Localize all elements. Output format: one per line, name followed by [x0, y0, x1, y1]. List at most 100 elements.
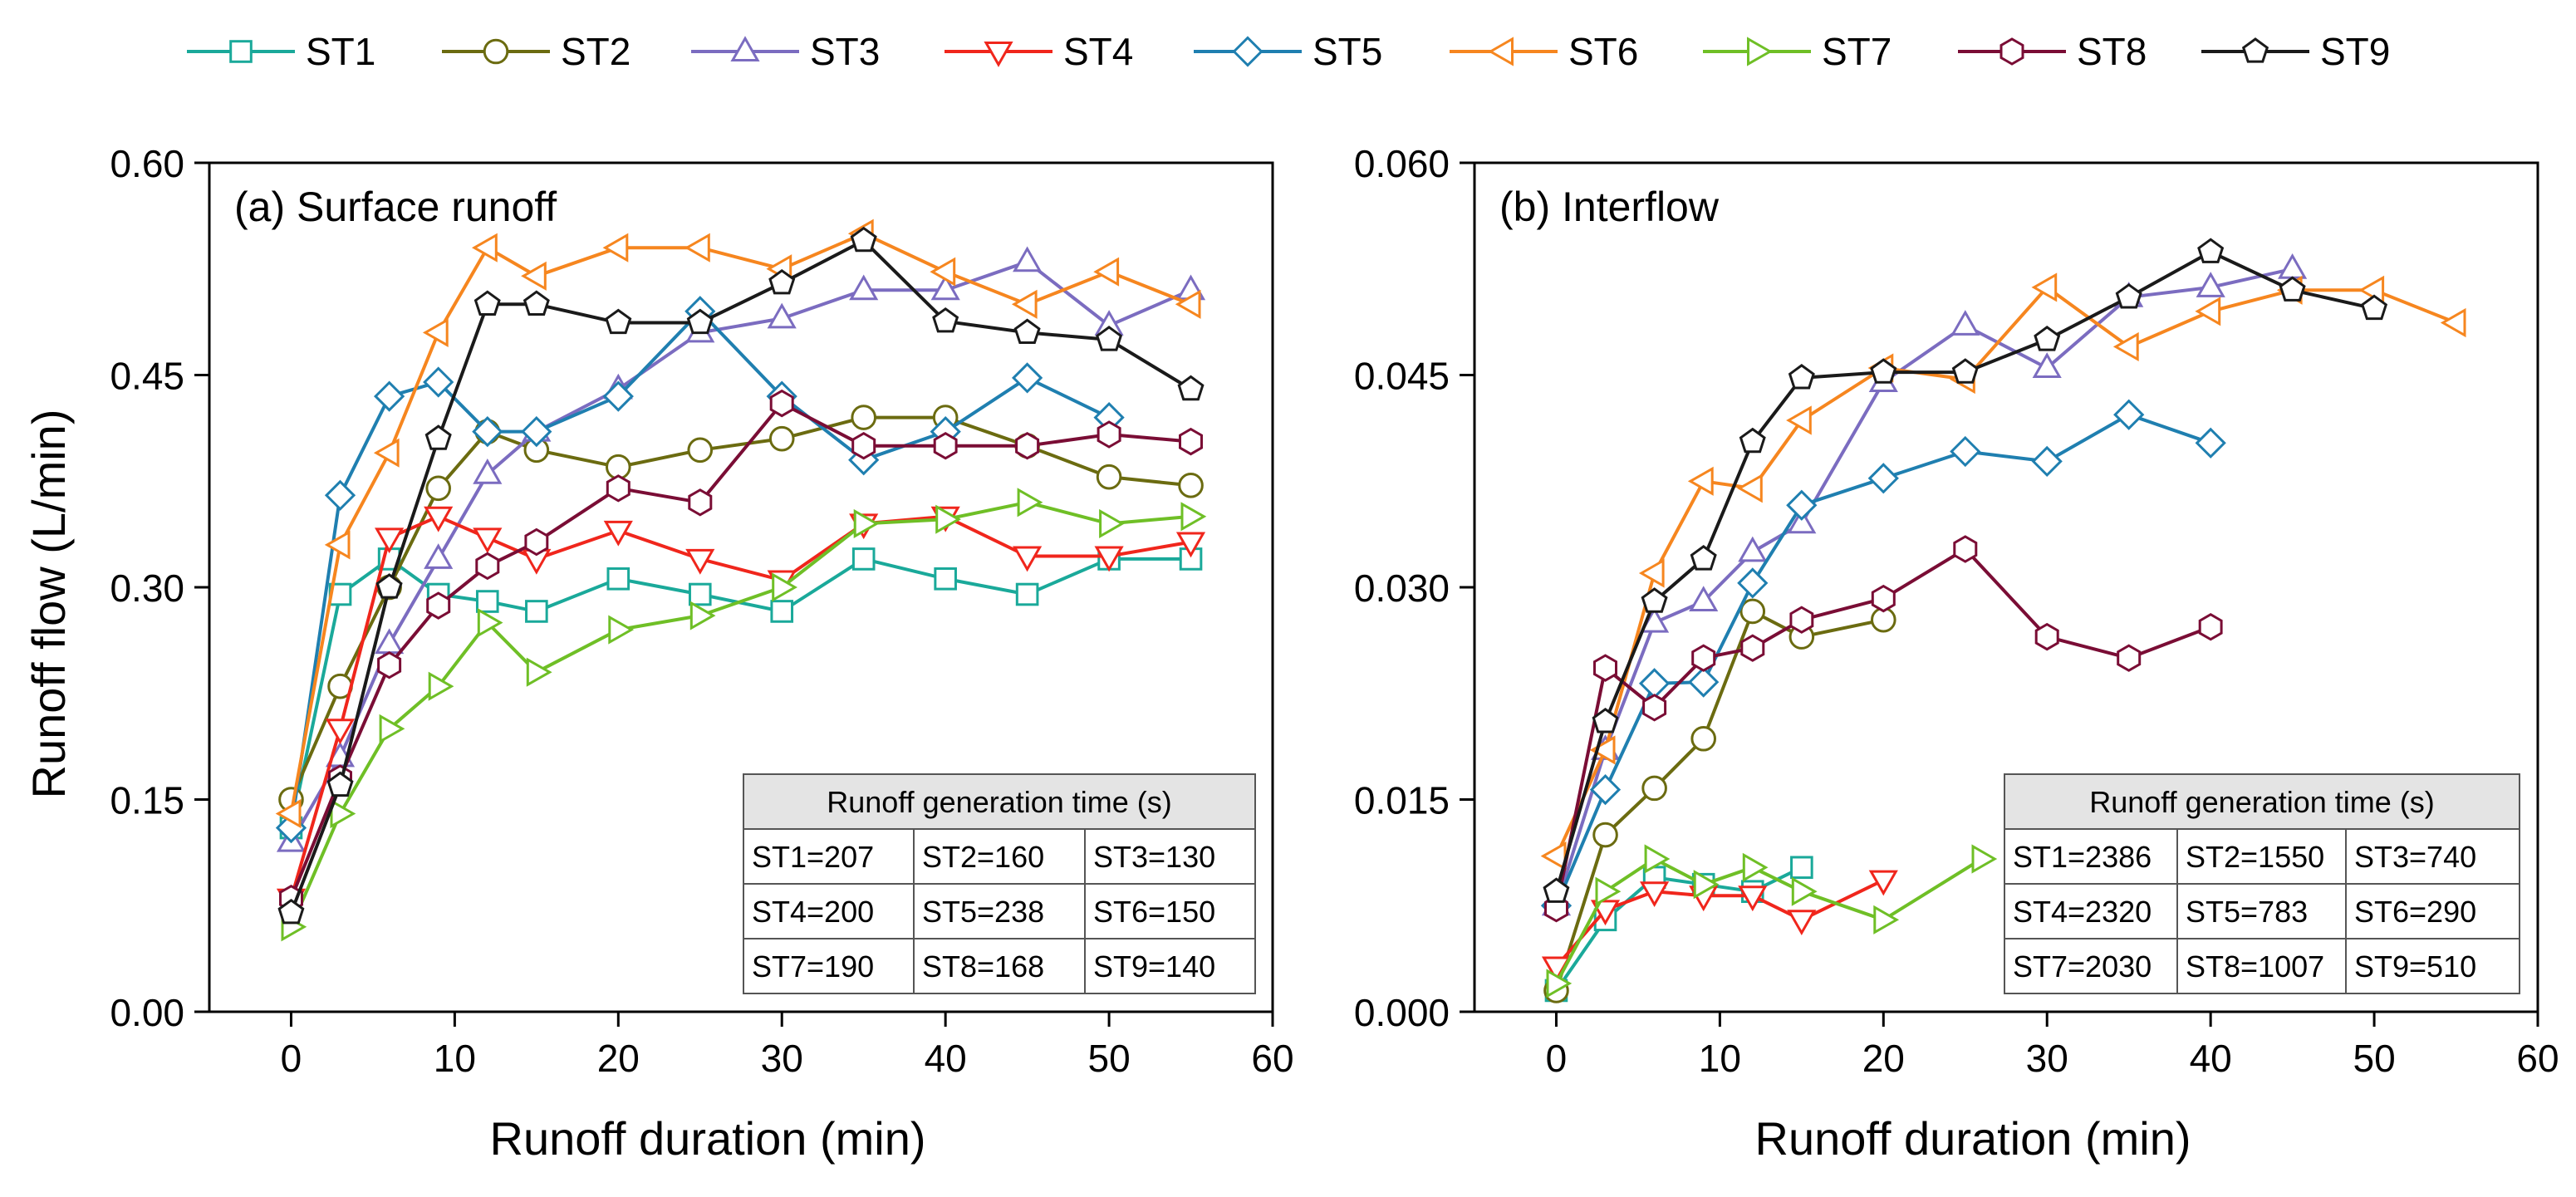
data-point-st6 — [275, 798, 302, 829]
data-point-st6 — [2031, 272, 2058, 302]
data-point-st4 — [1175, 532, 1206, 558]
panel-title: (b) Interflow — [1499, 184, 1720, 230]
table-cell — [913, 828, 1086, 885]
data-point-st5 — [1867, 463, 1899, 494]
data-point-st9 — [768, 268, 796, 295]
series-st8 — [1544, 535, 2223, 923]
table-cell-text: ST5=783 — [2186, 895, 2308, 929]
data-point-st8 — [769, 389, 794, 418]
x-tick-label: 60 — [1251, 1037, 1293, 1080]
y-tick-label: 0.00 — [110, 991, 184, 1034]
series-st8 — [279, 389, 1203, 913]
x-axis-label: Runoff duration (min) — [490, 1112, 926, 1165]
series-line-st3 — [1554, 267, 2294, 906]
data-point-st6 — [2195, 297, 2221, 326]
data-point-st6 — [422, 317, 449, 347]
legend-marker — [1232, 36, 1263, 67]
y-tick-label: 0.030 — [1354, 567, 1450, 610]
data-point-st4 — [1787, 910, 1817, 936]
series-line-st2 — [289, 415, 1191, 801]
data-point-st7 — [379, 714, 405, 743]
legend-item-st1: ST1 — [187, 30, 375, 73]
x-tick-label: 0 — [281, 1037, 302, 1080]
legend-item-st9: ST9 — [2201, 30, 2390, 73]
data-point-st8 — [377, 650, 402, 679]
data-point-st8 — [2117, 644, 2142, 672]
data-point-st8 — [688, 488, 713, 517]
data-point-st9 — [932, 307, 959, 333]
data-point-st5 — [602, 380, 634, 412]
data-point-st5 — [1011, 362, 1043, 394]
data-point-st7 — [1595, 876, 1622, 906]
series-line-st9 — [289, 238, 1192, 914]
data-point-st9 — [1641, 587, 1668, 613]
legend-item-st6: ST6 — [1450, 30, 1638, 73]
data-point-st3 — [930, 274, 960, 301]
data-point-st5 — [2195, 427, 2226, 459]
data-point-st9 — [2361, 294, 2388, 321]
y-tick-label: 0.15 — [110, 779, 184, 822]
table-cell-text: ST8=168 — [922, 949, 1044, 984]
legend-marker — [1747, 37, 1773, 66]
table-cell-text: ST6=290 — [2354, 895, 2476, 929]
table-cell-text: ST1=2386 — [2013, 840, 2152, 874]
legend-label: ST9 — [2320, 30, 2390, 73]
series-line-st7 — [1554, 857, 1983, 984]
data-point-st6 — [2112, 331, 2139, 361]
x-tick-label: 20 — [1862, 1037, 1905, 1080]
legend-marker — [730, 36, 760, 61]
table-cell-text: ST7=2030 — [2013, 949, 2152, 984]
data-point-st7 — [689, 601, 716, 630]
legend-label: ST5 — [1313, 30, 1382, 73]
data-point-st8 — [524, 527, 549, 557]
series-st9 — [277, 226, 1205, 925]
data-point-st6 — [1736, 473, 1763, 503]
data-point-st6 — [1175, 289, 1201, 319]
data-point-st7 — [526, 657, 552, 687]
data-point-st8 — [2198, 612, 2223, 641]
data-point-st1 — [688, 582, 712, 606]
y-tick-label: 0.045 — [1354, 355, 1450, 398]
data-point-st2 — [1739, 598, 1766, 625]
data-point-st2 — [1592, 822, 1618, 848]
data-point-st7 — [1873, 905, 1900, 935]
table-cell — [743, 883, 915, 939]
data-point-st6 — [930, 257, 956, 287]
data-point-st7 — [1099, 508, 1125, 538]
data-point-st2 — [1178, 473, 1204, 498]
data-point-st3 — [1738, 536, 1768, 562]
data-point-st7 — [428, 671, 454, 701]
legend-label: ST3 — [810, 30, 880, 73]
data-point-st5 — [1950, 435, 1981, 468]
data-point-st3 — [767, 302, 797, 329]
data-point-st9 — [1788, 364, 1815, 390]
data-point-st6 — [1093, 257, 1120, 287]
data-point-st1 — [525, 600, 548, 623]
data-point-st2 — [687, 437, 714, 464]
data-point-st7 — [772, 572, 798, 602]
legend-marker — [984, 42, 1013, 67]
data-point-st9 — [473, 290, 501, 316]
data-point-st7 — [1180, 502, 1207, 532]
data-point-st4 — [1094, 546, 1124, 572]
table-cell — [2004, 938, 2178, 994]
legend-label: ST8 — [2077, 30, 2147, 73]
data-point-st9 — [2115, 282, 2142, 309]
panel-title: (a) Surface runoff — [234, 184, 557, 230]
data-point-st3 — [2278, 253, 2308, 279]
data-point-st7 — [1693, 870, 1720, 900]
data-point-st5 — [1589, 773, 1622, 806]
series-line-st8 — [289, 401, 1191, 900]
table-title: Runoff generation time (s) — [827, 785, 1172, 819]
series-line-st6 — [289, 232, 1192, 814]
data-point-st4 — [1013, 546, 1043, 572]
data-point-st9 — [1013, 318, 1041, 344]
data-point-st8 — [1740, 634, 1765, 662]
table-cell — [2176, 883, 2347, 939]
x-tick-label: 60 — [2516, 1037, 2559, 1080]
legend-item-st4: ST4 — [945, 30, 1133, 73]
table-header-cell — [2004, 773, 2520, 830]
data-point-st1 — [1790, 856, 1813, 880]
data-point-st4 — [1868, 870, 1898, 896]
